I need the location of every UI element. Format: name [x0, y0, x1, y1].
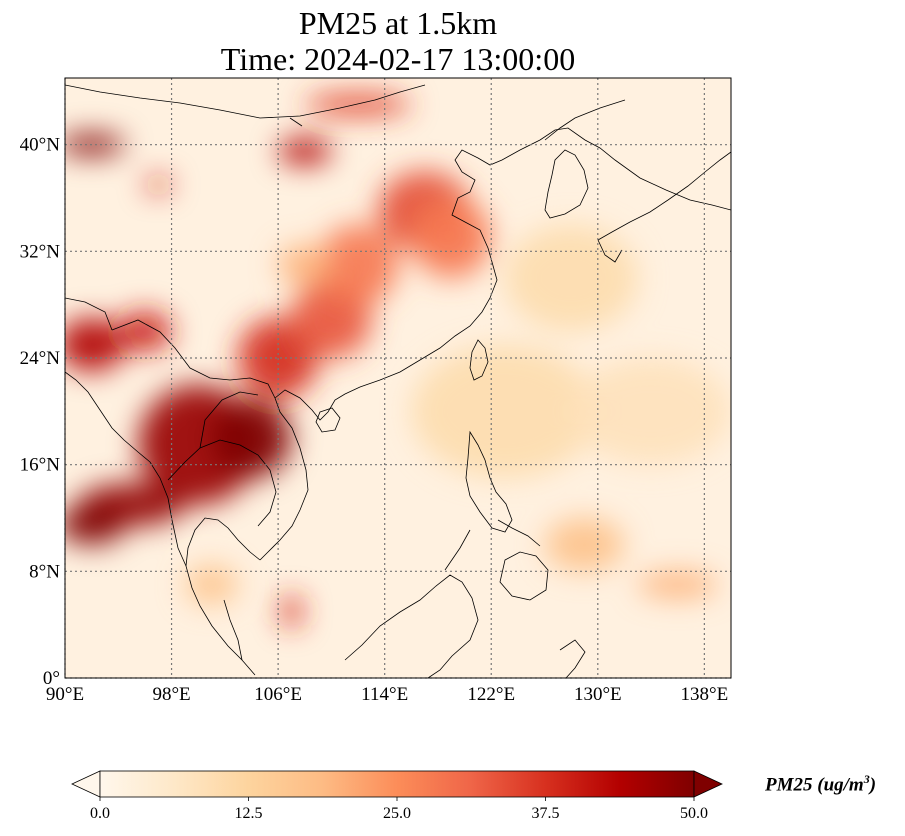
colorbar-tick-label: 50.0	[680, 805, 708, 822]
pm25-plume-14	[144, 178, 172, 192]
map-title-line-2: Time: 2024-02-17 13:00:00	[220, 41, 576, 77]
coastline-hainan	[315, 407, 341, 433]
coastline-taiwan	[469, 339, 489, 381]
pm25-plume-3	[65, 504, 125, 545]
coastline-thailand-gulf	[185, 517, 261, 676]
colorbar-label: PM25 (ug/m3)	[765, 772, 876, 796]
pm25-plume-21	[504, 224, 638, 332]
pm25-plume-18	[544, 518, 625, 572]
coastline-malay-peninsula	[223, 599, 243, 661]
pm25-field	[65, 94, 731, 628]
map-title-line-1: PM25 at 1.5km	[298, 5, 498, 41]
lon-tick-label: 122°E	[467, 684, 515, 705]
colorbar-bar	[99, 770, 695, 798]
lat-tick-label: 0°	[43, 668, 60, 689]
lat-tick-label: 8°N	[29, 561, 60, 582]
axis-tick-labels: 90°E 98°E 106°E 114°E 122°E 130°E 138°E 0° 8°N 16…	[20, 135, 729, 705]
coastline-sulawesi	[559, 639, 586, 678]
lon-tick-label: 114°E	[361, 684, 408, 705]
pm25-plume-5	[118, 311, 172, 352]
lon-tick-label: 98°E	[152, 684, 190, 705]
pm25-plume-20	[411, 344, 598, 478]
coastline-philippines-central	[444, 519, 541, 571]
border-southeast-asia	[111, 319, 277, 527]
map-frame	[64, 77, 732, 679]
coastline-korea	[544, 149, 589, 219]
lon-tick-label: 90°E	[46, 684, 84, 705]
pm25-plume-10	[411, 198, 492, 278]
map-area	[64, 77, 732, 679]
colorbar-extend-min	[71, 770, 101, 798]
pm25-plume-16	[184, 564, 239, 605]
lon-tick-label: 130°E	[574, 684, 622, 705]
pm25-plume-19	[637, 571, 718, 599]
pm25-plume-1	[211, 398, 292, 478]
colorbar-tick-label: 0.0	[90, 805, 110, 822]
pm25-plume-8	[318, 224, 398, 305]
pm25-plume-11	[278, 138, 332, 165]
lat-tick-label: 32°N	[20, 241, 61, 262]
colorbar-label-end: )	[869, 774, 877, 796]
lat-tick-label: 24°N	[20, 348, 61, 369]
colorbar-tick-label: 25.0	[383, 805, 411, 822]
coastline-vietnam	[259, 397, 309, 561]
pm25-plume-13	[65, 134, 125, 156]
border-mongolia	[65, 84, 426, 127]
lat-tick-label: 16°N	[20, 455, 61, 476]
lon-tick-label: 106°E	[254, 684, 302, 705]
colorbar-tick-label: 12.5	[235, 805, 263, 822]
colorbar-extend-max	[693, 770, 723, 798]
pm25-plume-4	[65, 318, 125, 372]
colorbar-ticks: 0.0 12.5 25.0 37.5 50.0	[90, 797, 708, 822]
pm25-plume-22	[571, 358, 731, 465]
coastline-china	[274, 127, 731, 421]
pm25-plume-15	[280, 595, 303, 628]
pm25-plume-17	[278, 244, 332, 285]
colorbar: 0.0 12.5 25.0 37.5 50.0	[71, 770, 723, 822]
colorbar-label-main: PM25 (ug/m	[765, 774, 864, 796]
border-korea-china	[544, 99, 626, 141]
coastline-mindanao	[499, 551, 549, 601]
lat-tick-label: 40°N	[20, 135, 61, 156]
lon-tick-label: 138°E	[681, 684, 729, 705]
coastline-japan	[597, 151, 731, 263]
colorbar-label-superscript: 3	[863, 772, 870, 786]
colorbar-tick-label: 37.5	[532, 805, 560, 822]
border-india-china	[65, 297, 113, 331]
coastline-borneo	[344, 574, 479, 678]
